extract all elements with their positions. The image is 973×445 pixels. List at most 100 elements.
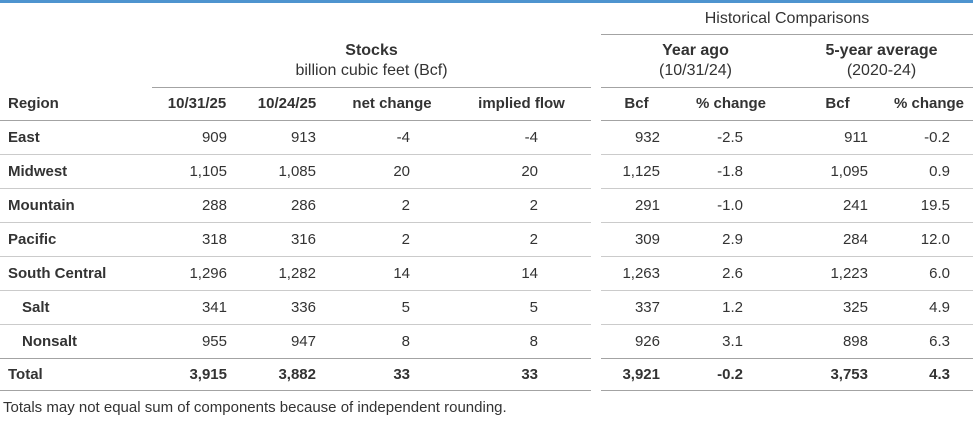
stocks-value-cell: 14 bbox=[332, 256, 452, 291]
five-year-value-cell: 0.9 bbox=[885, 154, 973, 189]
five-year-value-cell: 325 bbox=[790, 290, 885, 325]
stocks-group-header: Stocks billion cubic feet (Bcf) bbox=[152, 35, 591, 88]
stocks-value-cell: 1,282 bbox=[242, 256, 332, 291]
stocks-table-row: Salt 341 336 5 5 bbox=[0, 290, 591, 325]
region-group-spacer bbox=[0, 35, 152, 87]
year-ago-value-cell: 2.9 bbox=[672, 222, 790, 257]
historical-comparisons-table: Year ago (10/31/24) 5-year average (2020… bbox=[601, 35, 973, 391]
year-ago-value-cell: 3.1 bbox=[672, 324, 790, 359]
five-year-value-cell: 241 bbox=[790, 188, 885, 223]
stocks-table: Stocks billion cubic feet (Bcf) Region 1… bbox=[0, 35, 591, 391]
year-ago-bcf-column-header: Bcf bbox=[601, 87, 672, 121]
year-ago-value-cell: 3,921 bbox=[601, 358, 672, 391]
top-accent-bar bbox=[0, 0, 973, 3]
stocks-table-row: Nonsalt 955 947 8 8 bbox=[0, 324, 591, 359]
region-cell: Pacific bbox=[0, 222, 152, 257]
implied-flow-column-header: implied flow bbox=[452, 87, 591, 121]
stocks-table-row: Mountain 288 286 2 2 bbox=[0, 188, 591, 223]
year-ago-value-cell: 926 bbox=[601, 324, 672, 359]
five-year-value-cell: 6.3 bbox=[885, 324, 973, 359]
stocks-value-cell: 2 bbox=[452, 222, 591, 257]
five-year-value-cell: 911 bbox=[790, 120, 885, 155]
stocks-value-cell: 909 bbox=[152, 120, 242, 155]
stocks-value-cell: 3,882 bbox=[242, 358, 332, 391]
stocks-value-cell: 341 bbox=[152, 290, 242, 325]
comparison-table-row: 309 2.9 284 12.0 bbox=[601, 222, 973, 257]
year-ago-subtitle: (10/31/24) bbox=[659, 61, 732, 79]
comparison-table-row: 1,263 2.6 1,223 6.0 bbox=[601, 256, 973, 291]
year-ago-pct-column-header: % change bbox=[672, 87, 790, 121]
year-ago-value-cell: -1.0 bbox=[672, 188, 790, 223]
stocks-value-cell: 20 bbox=[452, 154, 591, 189]
year-ago-value-cell: 309 bbox=[601, 222, 672, 257]
stocks-value-cell: 913 bbox=[242, 120, 332, 155]
year-ago-value-cell: -0.2 bbox=[672, 358, 790, 391]
stocks-value-cell: 5 bbox=[452, 290, 591, 325]
stocks-group-header-row: Stocks billion cubic feet (Bcf) bbox=[0, 35, 591, 88]
five-year-group-header: 5-year average (2020-24) bbox=[790, 35, 973, 88]
five-year-value-cell: 898 bbox=[790, 324, 885, 359]
five-year-value-cell: 19.5 bbox=[885, 188, 973, 223]
historical-comparisons-title: Historical Comparisons bbox=[601, 3, 973, 35]
stocks-value-cell: 316 bbox=[242, 222, 332, 257]
region-column-header: Region bbox=[0, 87, 152, 121]
stocks-value-cell: 8 bbox=[332, 324, 452, 359]
year-ago-value-cell: 932 bbox=[601, 120, 672, 155]
stocks-value-cell: -4 bbox=[332, 120, 452, 155]
stocks-value-cell: 288 bbox=[152, 188, 242, 223]
stocks-value-cell: 1,085 bbox=[242, 154, 332, 189]
stocks-value-cell: 2 bbox=[332, 222, 452, 257]
stocks-value-cell: 1,105 bbox=[152, 154, 242, 189]
comparison-table-row: 337 1.2 325 4.9 bbox=[601, 290, 973, 325]
year-ago-value-cell: 2.6 bbox=[672, 256, 790, 291]
year-ago-value-cell: 1,125 bbox=[601, 154, 672, 189]
stocks-value-cell: 8 bbox=[452, 324, 591, 359]
tables-container: Stocks billion cubic feet (Bcf) Region 1… bbox=[0, 35, 973, 391]
date-current-column-header: 10/31/25 bbox=[152, 87, 242, 121]
five-year-value-cell: 4.3 bbox=[885, 358, 973, 391]
five-year-value-cell: 1,095 bbox=[790, 154, 885, 189]
stocks-table-row: Pacific 318 316 2 2 bbox=[0, 222, 591, 257]
stocks-table-row: East 909 913 -4 -4 bbox=[0, 120, 591, 155]
five-year-value-cell: 12.0 bbox=[885, 222, 973, 257]
stocks-value-cell: 14 bbox=[452, 256, 591, 291]
year-ago-value-cell: -2.5 bbox=[672, 120, 790, 155]
year-ago-value-cell: 1,263 bbox=[601, 256, 672, 291]
five-year-value-cell: 3,753 bbox=[790, 358, 885, 391]
five-year-value-cell: 1,223 bbox=[790, 256, 885, 291]
stocks-value-cell: 947 bbox=[242, 324, 332, 359]
comparison-group-header-row: Year ago (10/31/24) 5-year average (2020… bbox=[601, 35, 973, 88]
stocks-value-cell: 318 bbox=[152, 222, 242, 257]
stocks-table-body: East 909 913 -4 -4 Midwest 1,105 1,085 20 20 Mount… bbox=[0, 120, 591, 391]
comparison-table-row: 926 3.1 898 6.3 bbox=[601, 324, 973, 359]
net-change-column-header: net change bbox=[332, 87, 452, 121]
comparison-table-body: 932 -2.5 911 -0.2 1,125 -1.8 1,095 0.9 291 -1.0 24… bbox=[601, 120, 973, 391]
stocks-value-cell: 33 bbox=[452, 358, 591, 391]
comparison-column-header-row: Bcf % change Bcf % change bbox=[601, 87, 973, 121]
historical-comparisons-header-row: Historical Comparisons bbox=[0, 3, 973, 35]
year-ago-group-header: Year ago (10/31/24) bbox=[601, 35, 790, 88]
five-year-value-cell: 4.9 bbox=[885, 290, 973, 325]
stocks-value-cell: 2 bbox=[452, 188, 591, 223]
five-year-subtitle: (2020-24) bbox=[846, 61, 917, 79]
region-cell: South Central bbox=[0, 256, 152, 291]
five-year-bcf-column-header: Bcf bbox=[790, 87, 885, 121]
stocks-value-cell: 955 bbox=[152, 324, 242, 359]
five-year-value-cell: 6.0 bbox=[885, 256, 973, 291]
stocks-value-cell: 20 bbox=[332, 154, 452, 189]
year-ago-value-cell: 1.2 bbox=[672, 290, 790, 325]
region-cell: Midwest bbox=[0, 154, 152, 189]
year-ago-value-cell: 291 bbox=[601, 188, 672, 223]
region-cell: Mountain bbox=[0, 188, 152, 223]
region-cell: Salt bbox=[0, 290, 152, 325]
five-year-value-cell: -0.2 bbox=[885, 120, 973, 155]
stocks-value-cell: 33 bbox=[332, 358, 452, 391]
stocks-title: Stocks bbox=[345, 41, 398, 59]
stocks-table-row: South Central 1,296 1,282 14 14 bbox=[0, 256, 591, 291]
comparison-table-row: 1,125 -1.8 1,095 0.9 bbox=[601, 154, 973, 189]
stocks-value-cell: 2 bbox=[332, 188, 452, 223]
stocks-column-header-row: Region 10/31/25 10/24/25 net change impl… bbox=[0, 87, 591, 121]
rounding-footnote: Totals may not equal sum of components b… bbox=[3, 398, 507, 416]
year-ago-value-cell: -1.8 bbox=[672, 154, 790, 189]
